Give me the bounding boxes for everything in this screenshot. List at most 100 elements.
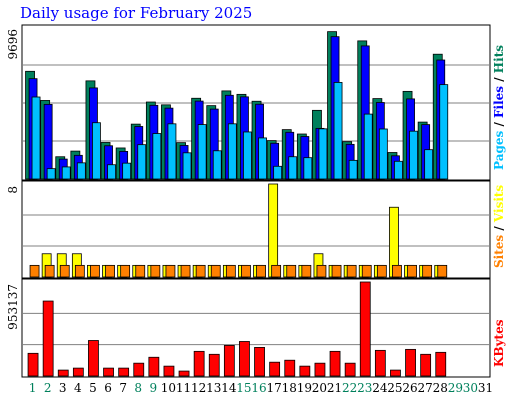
- bar-pages-day-23: [363, 113, 373, 180]
- bar-sites-day-19: [301, 264, 312, 278]
- bar-kbytes-day-5: [88, 340, 99, 377]
- bar-kbytes-day-23: [359, 281, 371, 377]
- bar-sites-day-2: [44, 264, 55, 278]
- bar-pages-day-27: [424, 149, 434, 180]
- chart-title: Daily usage for February 2025: [20, 4, 253, 22]
- bar-sites-day-28: [437, 264, 448, 278]
- legend: KBytes: [492, 319, 506, 367]
- x-tick-label-21: 21: [327, 381, 342, 395]
- bar-kbytes-day-10: [163, 365, 175, 377]
- bar-sites-day-5: [90, 264, 100, 278]
- bar-sites-day-15: [241, 264, 251, 278]
- bar-sites-day-8: [135, 264, 146, 278]
- x-tick-label-20: 20: [312, 381, 327, 395]
- bar-pages-day-25: [394, 160, 403, 180]
- bar-files-day-2: [43, 103, 53, 180]
- bar-sites-day-12: [195, 264, 206, 278]
- bar-sites-day-27: [422, 264, 433, 278]
- x-tick-label-26: 26: [402, 381, 417, 395]
- bar-kbytes-day-16: [254, 346, 265, 377]
- x-tick-label-14: 14: [221, 381, 237, 395]
- bar-sites-day-3: [59, 264, 70, 278]
- bar-kbytes-day-28: [435, 351, 447, 377]
- bar-sites-day-20: [316, 264, 327, 278]
- x-tick-label-12: 12: [191, 381, 206, 395]
- x-tick-label-8: 8: [134, 381, 142, 395]
- x-tick-label-24: 24: [372, 381, 388, 395]
- bar-pages-day-8: [137, 144, 147, 180]
- x-tick-label-1: 1: [29, 381, 37, 395]
- x-tick-label-6: 6: [104, 381, 112, 395]
- x-tick-label-11: 11: [176, 381, 191, 395]
- x-tick-label-9: 9: [150, 381, 158, 395]
- bar-sites-day-26: [407, 264, 417, 278]
- x-tick-label-16: 16: [251, 381, 266, 395]
- bar-sites-day-21: [331, 264, 342, 278]
- bar-kbytes-day-1: [27, 352, 39, 377]
- bar-sites-day-22: [346, 264, 357, 278]
- y-max-label: 8: [6, 186, 20, 194]
- bar-pages-day-4: [76, 162, 86, 180]
- y-max-label: 953137: [6, 284, 20, 330]
- x-tick-label-13: 13: [206, 381, 221, 395]
- x-tick-label-17: 17: [267, 381, 282, 395]
- bar-pages-day-20: [318, 128, 328, 180]
- bar-pages-day-26: [409, 130, 418, 180]
- bar-pages-day-3: [61, 166, 71, 180]
- bar-pages-day-10: [167, 123, 177, 180]
- x-tick-label-10: 10: [161, 381, 176, 395]
- bar-pages-day-1: [31, 96, 41, 180]
- legend-pages: Pages: [492, 130, 506, 170]
- bar-pages-day-19: [303, 157, 313, 180]
- bar-sites-day-13: [210, 264, 221, 278]
- legend: Pages / Files / Hits: [492, 45, 506, 170]
- bar-sites-day-18: [286, 264, 297, 278]
- y-max-label: 9696: [6, 29, 20, 60]
- bar-kbytes-day-20: [314, 362, 326, 377]
- x-tick-label-2: 2: [44, 381, 52, 395]
- panel-hits_files_pages: 9696 Pages / Files / Hits: [6, 24, 506, 181]
- bar-sites-day-24: [376, 264, 387, 278]
- bar-kbytes-day-6: [103, 367, 114, 377]
- x-tick-label-19: 19: [297, 381, 312, 395]
- bar-pages-day-17: [273, 165, 283, 180]
- bar-kbytes-day-22: [344, 362, 356, 377]
- x-tick-label-15: 15: [236, 381, 251, 395]
- x-tick-label-3: 3: [59, 381, 67, 395]
- x-tick-label-28: 28: [433, 381, 448, 395]
- bar-kbytes-day-2: [42, 300, 54, 377]
- bar-kbytes-day-17: [269, 361, 281, 377]
- bar-kbytes-day-15: [239, 341, 250, 377]
- x-tick-label-31: 31: [478, 381, 493, 395]
- bar-pages-day-6: [107, 164, 116, 180]
- bar-kbytes-day-3: [57, 369, 69, 377]
- x-tick-label-4: 4: [74, 381, 82, 395]
- bar-sites-day-25: [392, 264, 402, 278]
- bar-kbytes-day-18: [284, 359, 296, 377]
- bar-kbytes-day-7: [118, 367, 130, 377]
- x-tick-label-25: 25: [387, 381, 402, 395]
- legend-sites: Sites: [492, 235, 506, 268]
- bar-kbytes-day-11: [178, 370, 190, 377]
- bar-kbytes-day-12: [193, 350, 205, 377]
- bar-kbytes-day-26: [405, 348, 416, 377]
- bar-pages-day-12: [197, 124, 207, 180]
- legend-kbytes: KBytes: [492, 319, 506, 367]
- bar-sites-day-6: [105, 264, 115, 278]
- bar-kbytes-day-14: [223, 345, 235, 377]
- bar-kbytes-day-9: [148, 356, 160, 377]
- bar-pages-day-2: [46, 168, 56, 180]
- bar-kbytes-day-4: [72, 367, 84, 377]
- x-tick-label-27: 27: [418, 381, 433, 395]
- bar-kbytes-day-13: [208, 353, 220, 377]
- bar-kbytes-day-21: [329, 350, 341, 377]
- legend-separator: /: [492, 73, 506, 86]
- bar-sites-day-16: [256, 264, 266, 278]
- legend-separator: /: [492, 118, 506, 131]
- bar-sites-day-23: [361, 264, 372, 278]
- bar-pages-day-24: [378, 128, 388, 180]
- bar-kbytes-day-24: [374, 349, 386, 377]
- bar-kbytes-day-19: [299, 365, 311, 377]
- bar-sites-day-7: [120, 264, 131, 278]
- bar-sites-day-14: [225, 264, 236, 278]
